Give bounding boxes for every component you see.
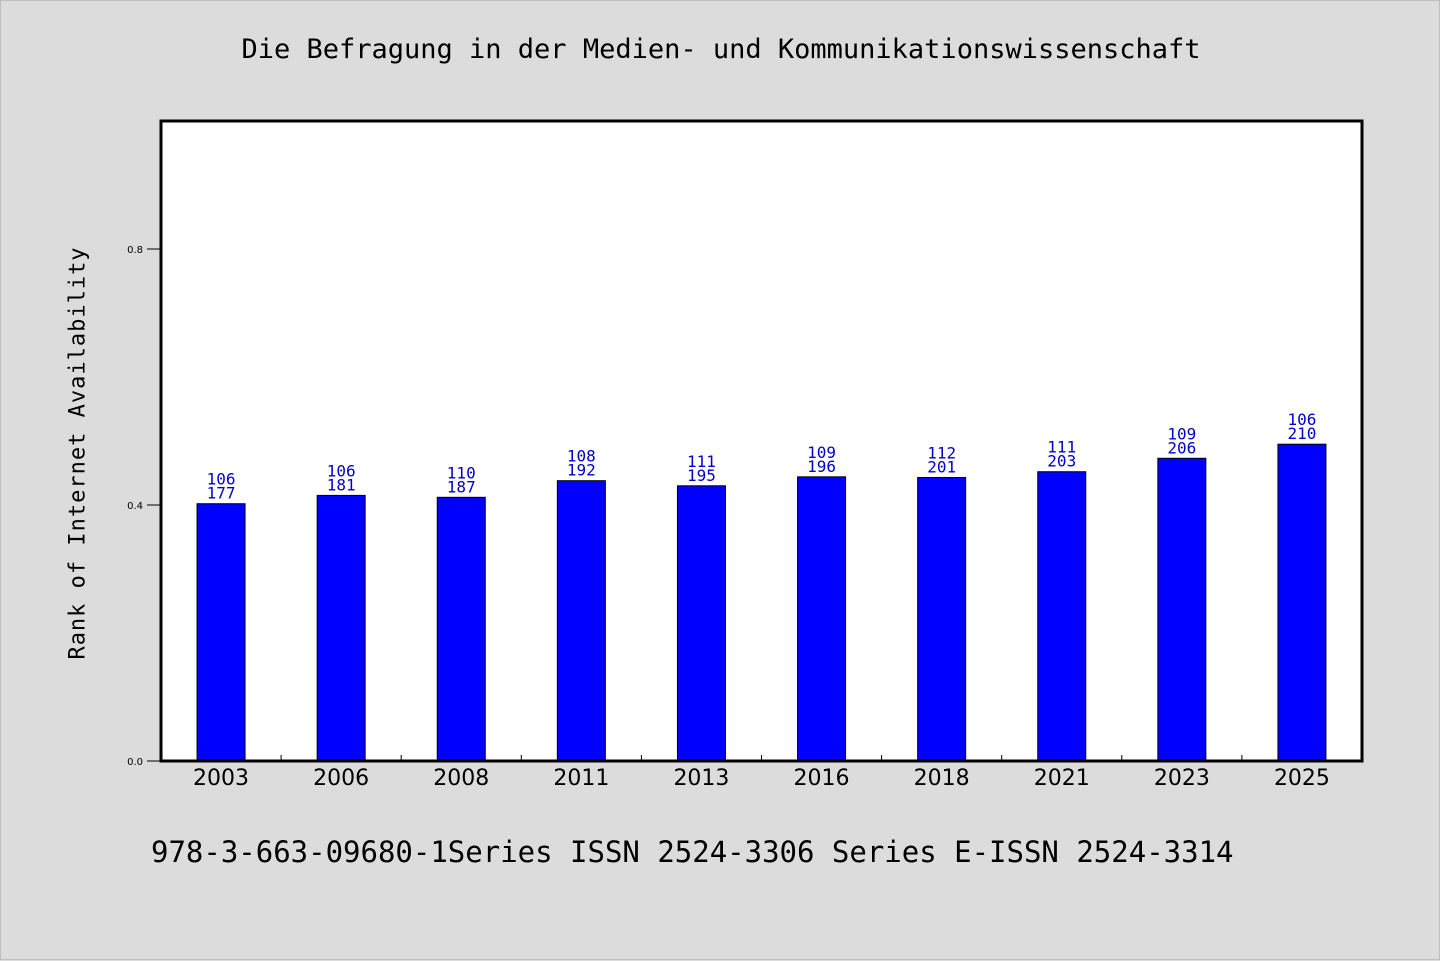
bar	[436, 496, 486, 762]
x-tick-label: 2013	[673, 766, 729, 791]
x-tick-label: 2025	[1274, 766, 1330, 791]
bar	[556, 480, 606, 762]
bar-label-bottom: 187	[447, 477, 476, 496]
x-tick-label: 2018	[914, 766, 970, 791]
bar-label-bottom: 206	[1167, 438, 1196, 457]
x-tick-label: 2011	[553, 766, 609, 791]
x-tick-label: 2016	[794, 766, 850, 791]
bar-label-bottom: 177	[207, 484, 236, 503]
bar-label-bottom: 210	[1287, 424, 1316, 443]
bar-label-top: 111	[1047, 438, 1076, 457]
bar	[1037, 471, 1087, 762]
bar	[1157, 457, 1207, 762]
y-tick-label: 0.8	[127, 245, 143, 256]
x-tick-label: 2021	[1034, 766, 1090, 791]
bar-label-top: 112	[927, 443, 956, 462]
y-tick-label: 0.0	[127, 757, 143, 768]
bar-label-top: 111	[687, 452, 716, 471]
chart-title: Die Befragung in der Medien- und Kommuni…	[241, 34, 1201, 65]
bar-label-top: 106	[327, 461, 356, 480]
bar-label-top: 109	[1167, 424, 1196, 443]
bar-label-bottom: 201	[927, 457, 956, 476]
bar-label-top: 106	[1287, 410, 1316, 429]
bar-label-top: 110	[447, 463, 476, 482]
bar	[316, 494, 366, 762]
bar	[1277, 443, 1327, 762]
bar-label-top: 109	[807, 443, 836, 462]
bar-label-bottom: 196	[807, 457, 836, 476]
bar-label-bottom: 203	[1047, 452, 1076, 471]
x-tick-label: 2008	[433, 766, 489, 791]
bar-label-bottom: 195	[687, 466, 716, 485]
bar-label-top: 108	[567, 447, 596, 466]
plot-frame	[159, 119, 1364, 763]
x-tick-label: 2003	[193, 766, 249, 791]
footer-note: 978-3-663-09680-1Series ISSN 2524-3306 S…	[151, 835, 1234, 869]
bar	[196, 503, 246, 762]
bar	[797, 476, 847, 762]
y-tick-label: 0.4	[127, 501, 143, 512]
bar	[676, 485, 726, 762]
bar-label-bottom: 192	[567, 461, 596, 480]
x-tick-label: 2006	[313, 766, 369, 791]
bar-label-bottom: 181	[327, 475, 356, 494]
x-tick-label: 2023	[1154, 766, 1210, 791]
bar	[917, 476, 967, 762]
bar-label-top: 106	[207, 470, 236, 489]
